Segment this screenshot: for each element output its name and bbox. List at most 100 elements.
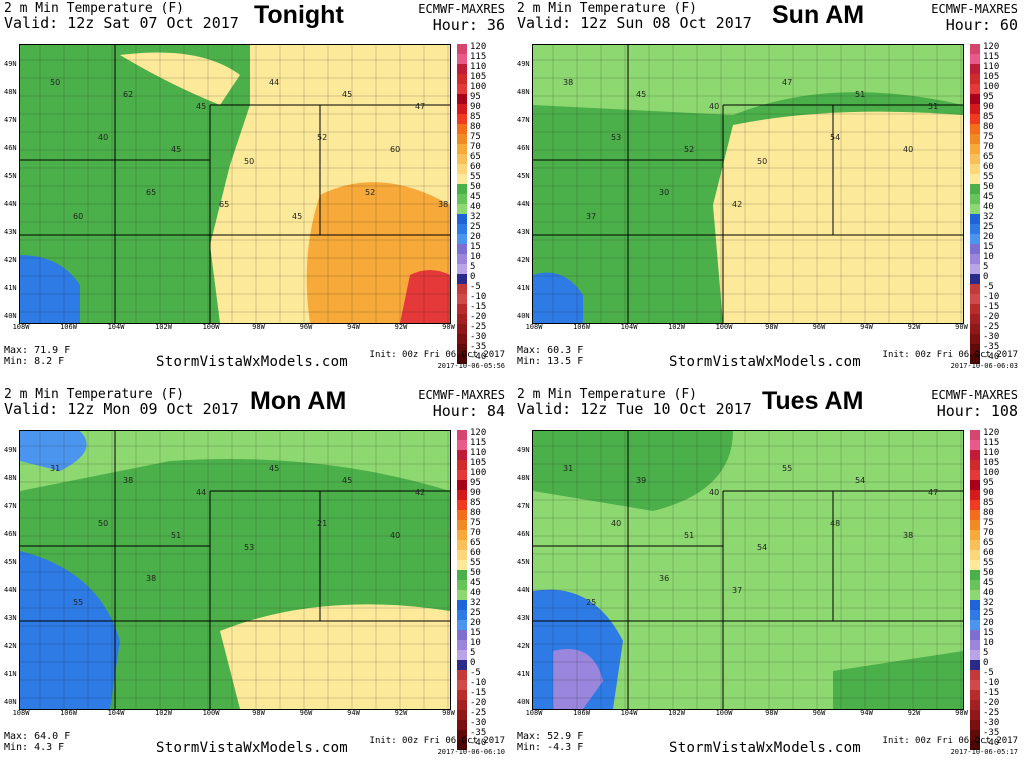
colorbar-label: 15 [470,628,481,638]
station-value: 47 [782,78,792,87]
temperature-map: 50 62 45 44 45 47 40 45 50 52 60 60 65 65 45 52 38 [19,44,451,324]
longitude-label: 96W [812,709,826,717]
panel-title: 2 m Min Temperature (F) [517,387,698,402]
colorbar-label: -20 [983,312,1000,322]
latitude-label: 42N [4,642,17,650]
longitude-label: 102W [155,323,172,331]
field-cold [533,272,583,323]
colorbar-swatch [457,304,467,314]
colorbar-label: 55 [983,558,994,568]
colorbar-swatch [457,590,467,600]
latitude-label: 43N [4,228,17,236]
latitude-label: 42N [517,642,530,650]
temperature-map: 31 39 40 55 54 47 40 51 54 48 38 25 36 37 [532,430,964,710]
colorbar-swatch [970,550,980,560]
longitude-label: 106W [60,709,77,717]
min-value: Min: 13.5 F [517,356,584,367]
station-value: 37 [586,212,596,221]
colorbar-swatch [970,540,980,550]
brand-watermark: StormVistaWxModels.com [156,354,349,370]
colorbar [457,44,467,364]
colorbar-label: 100 [470,82,487,92]
colorbar-swatch [457,560,467,570]
station-value: 65 [219,200,229,209]
station-value: 54 [757,543,767,552]
map-panel-sun-am: 2 m Min Temperature (F) Valid: 12z Sun 0… [517,0,1022,380]
colorbar-swatch [970,560,980,570]
valid-time: Valid: 12z Tue 10 Oct 2017 [517,400,752,418]
station-value: 52 [317,133,327,142]
station-value: 42 [415,488,425,497]
max-value: Max: 71.9 F [4,345,71,356]
colorbar-label: 15 [983,628,994,638]
brand-watermark: StormVistaWxModels.com [669,354,862,370]
longitude-label: 104W [107,709,125,717]
longitude-label: 98W [765,709,778,717]
colorbar-swatch [970,510,980,520]
station-value: 53 [611,133,621,142]
forecast-hour: Hour: 36 [432,16,505,34]
valid-time: Valid: 12z Sat 07 Oct 2017 [4,14,239,32]
colorbar-label: 110 [983,448,1000,458]
colorbar-swatch [457,84,467,94]
station-value: 45 [171,145,181,154]
longitude-label: 102W [668,709,685,717]
colorbar-swatch [970,440,980,450]
colorbar-swatch [970,234,980,244]
colorbar-label: -5 [983,668,994,678]
field-coldest [553,649,603,709]
min-value: Min: -4.3 F [517,742,584,753]
colorbar-label: 80 [983,122,994,132]
station-value: 38 [563,78,573,87]
longitude-label: 92W [394,709,408,717]
latitude-label: 47N [517,502,530,510]
colorbar-label: 105 [983,72,1000,82]
colorbar-label: 25 [983,222,994,232]
colorbar-swatch [457,164,467,174]
colorbar-label: -20 [470,698,487,708]
colorbar-labels: 120 115 110 105 100 95 90 85 80 75 70 65 60 55 50 45 40 3… [470,428,509,748]
colorbar-label: -15 [470,688,487,698]
colorbar-swatch [457,570,467,580]
longitude-label: 94W [347,709,360,717]
station-value: 48 [830,519,840,528]
colorbar-swatch [970,620,980,630]
colorbar-label: 75 [983,518,994,528]
station-value: 50 [244,157,254,166]
timestamp: 2017-10-06-05:17 [950,748,1018,756]
colorbar-swatch [457,720,467,730]
longitude-label: 96W [812,323,826,331]
colorbar-label: 45 [983,192,994,202]
colorbar-label: 45 [983,578,994,588]
colorbar-swatch [970,84,980,94]
colorbar-swatch [970,164,980,174]
colorbar-label: 100 [470,468,487,478]
colorbar-swatch [970,630,980,640]
colorbar-label: 0 [470,658,476,668]
colorbar-label: -35 [470,728,487,738]
colorbar-swatch [970,284,980,294]
colorbar-swatch [457,54,467,64]
station-value: 40 [98,133,108,142]
colorbar-label: -40 [983,352,1000,362]
colorbar-label: 5 [470,648,476,658]
longitude-label: 90W [442,709,455,717]
colorbar-swatch [970,254,980,264]
colorbar-swatch [457,294,467,304]
timestamp: 2017-10-06-05:56 [437,362,505,370]
colorbar-label: 85 [983,498,994,508]
latitude-label: 44N [4,200,17,208]
colorbar-swatch [970,640,980,650]
latitude-label: 41N [517,284,530,292]
field-cold [20,255,80,323]
map-panel-mon-am: 2 m Min Temperature (F) Valid: 12z Mon 0… [4,386,509,766]
latitude-label: 45N [4,558,17,566]
colorbar-label: 45 [470,578,481,588]
map-svg: 50 62 45 44 45 47 40 45 50 52 60 60 65 65 45 52 38 [20,45,450,323]
colorbar-swatch [970,680,980,690]
latitude-label: 45N [517,172,530,180]
model-name: ECMWF-MAXRES [418,2,505,16]
latitude-label: 47N [4,502,17,510]
colorbar-label: 105 [470,72,487,82]
map-panel-tonight: 2 m Min Temperature (F) Valid: 12z Sat 0… [4,0,509,380]
